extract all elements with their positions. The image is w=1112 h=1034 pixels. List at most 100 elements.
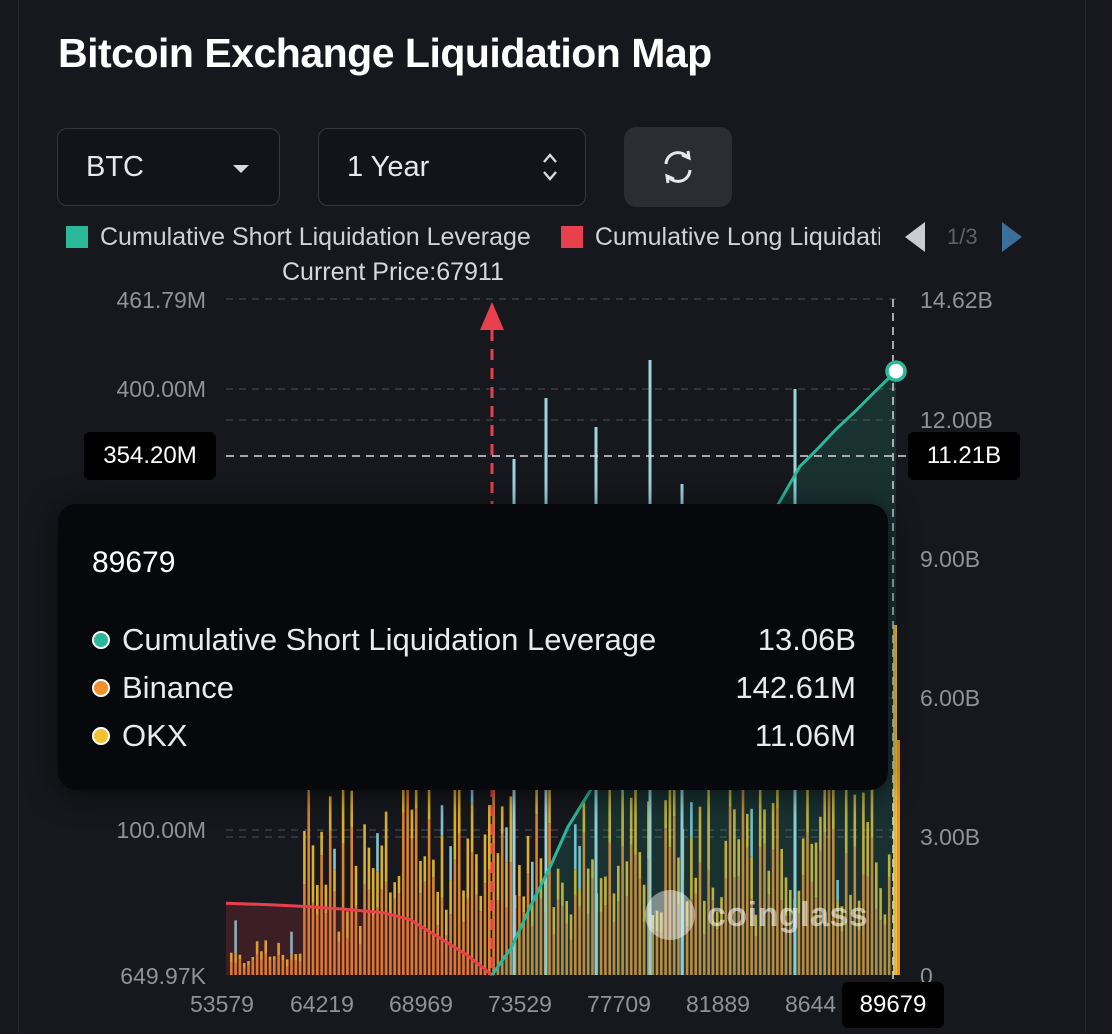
legend-next-icon[interactable] [1001, 222, 1022, 252]
okx-bar [488, 805, 491, 870]
tooltip-dot-binance [92, 679, 110, 697]
okx-bar [586, 868, 590, 915]
okx-bar [763, 809, 766, 844]
binance-bar [776, 808, 779, 975]
binance-bar [715, 929, 719, 975]
okx-bar [483, 834, 487, 884]
okx-bar [242, 963, 246, 968]
binance-bar [333, 891, 336, 975]
okx-bar [285, 959, 289, 966]
caret-down-icon [233, 165, 249, 173]
tooltip-value: 142.61M [735, 670, 856, 705]
other-exchange-bar [333, 848, 336, 870]
okx-bar [668, 775, 672, 848]
okx-bar [359, 926, 362, 945]
binance-bar [479, 911, 482, 975]
okx-bar [470, 803, 474, 853]
current-price-label: Current Price:67911 [282, 258, 504, 286]
okx-bar [230, 952, 233, 962]
tooltip-row-binance: Binance 142.61M [92, 666, 856, 710]
okx-bar [363, 824, 366, 885]
legend-prev-icon[interactable] [905, 222, 925, 252]
binance-bar [819, 850, 822, 975]
coinglass-logo-icon [645, 890, 695, 940]
other-exchange-bar [234, 920, 237, 954]
binance-bar [866, 876, 869, 975]
okx-bar [410, 809, 414, 839]
binance-bar [823, 832, 826, 975]
binance-bar [281, 960, 285, 975]
refresh-icon [664, 150, 692, 184]
okx-bar [346, 911, 349, 939]
binance-bar [565, 923, 568, 975]
y-left-tick-100m: 100.00M [116, 817, 206, 843]
binance-bar [758, 847, 762, 975]
binance-bar [268, 960, 272, 975]
okx-bar [384, 811, 388, 882]
okx-bar [324, 884, 328, 914]
binance-bar [294, 960, 298, 975]
okx-bar [844, 777, 848, 854]
okx-bar [621, 792, 624, 847]
okx-bar [311, 845, 315, 903]
legend-item-long[interactable]: Cumulative Long Liquidation Leverage [560, 223, 880, 252]
okx-bar [724, 840, 728, 879]
okx-bar [574, 869, 577, 896]
x-tick-label: 73529 [488, 991, 552, 1017]
crosshair-right-value: 11.21B [908, 432, 1020, 480]
okx-bar [367, 847, 371, 890]
refresh-button[interactable] [624, 127, 732, 207]
binance-bar [629, 844, 633, 975]
okx-bar [509, 796, 513, 863]
binance-bar [707, 869, 710, 975]
okx-bar [569, 914, 573, 940]
okx-bar [522, 896, 525, 913]
okx-bar [303, 830, 306, 885]
tooltip-value: 11.06M [754, 718, 856, 753]
okx-bar [432, 859, 435, 878]
binance-bar [290, 959, 293, 975]
okx-bar [260, 951, 263, 960]
okx-bar [281, 954, 285, 961]
okx-bar [720, 897, 723, 922]
binance-bar [844, 853, 848, 975]
y-right-tick-3b: 3.00B [920, 824, 981, 850]
binance-bar [303, 884, 306, 975]
okx-bar [629, 797, 633, 845]
okx-bar [264, 940, 267, 954]
exchange-bars [230, 360, 900, 975]
okx-bar [255, 941, 259, 955]
okx-bar [703, 900, 706, 934]
long-area [226, 903, 492, 975]
binance-bar [810, 881, 814, 975]
okx-bar [642, 884, 646, 923]
binance-bar [445, 935, 448, 975]
binance-bar [251, 959, 255, 975]
binance-bar [634, 854, 637, 975]
okx-bar [893, 625, 897, 975]
binance-bar [462, 922, 465, 975]
binance-bar [264, 953, 267, 975]
okx-bar [539, 858, 543, 899]
binance-bar [406, 753, 409, 975]
binance-bar [857, 930, 861, 975]
short-line-endpoint [885, 360, 907, 382]
legend-page-indicator: 1/3 [947, 224, 978, 249]
okx-bar [866, 821, 869, 877]
tooltip-row-okx: OKX 11.06M [92, 714, 856, 758]
binance-bar [664, 828, 667, 975]
range-select[interactable]: 1 Year [318, 128, 586, 206]
legend-item-short[interactable]: Cumulative Short Liquidation Leverage [66, 223, 531, 252]
binance-bar [393, 898, 396, 975]
symbol-select-value: BTC [86, 150, 144, 183]
chart-legend: Cumulative Short Liquidation Leverage Cu… [66, 220, 880, 254]
binance-bar [234, 962, 237, 975]
other-exchange-bar [574, 824, 577, 870]
legend-swatch-short [66, 226, 88, 248]
symbol-select[interactable]: BTC [57, 128, 280, 206]
okx-bar [625, 861, 629, 897]
binance-bar [500, 833, 504, 975]
okx-bar [746, 813, 749, 848]
long-line [225, 901, 493, 977]
okx-bar [737, 839, 740, 877]
